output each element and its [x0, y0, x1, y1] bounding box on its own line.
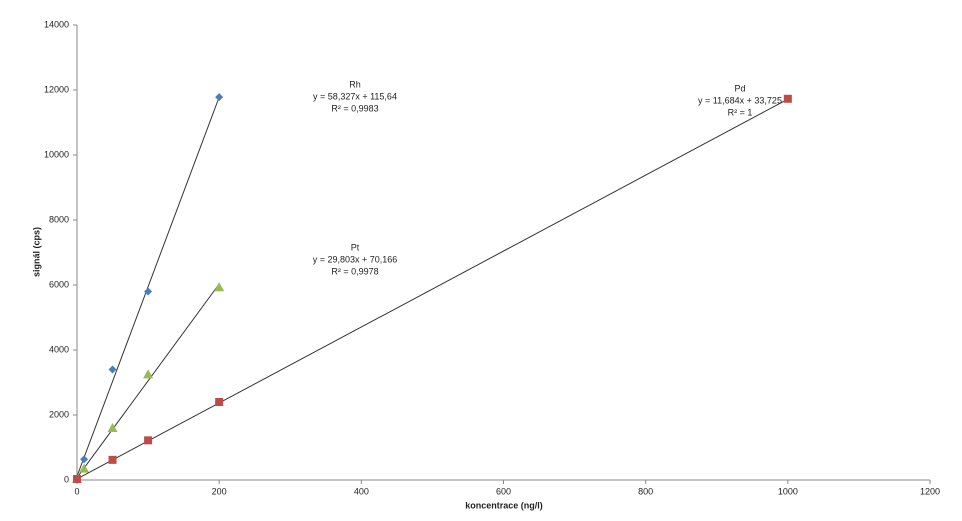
x-tick-label: 400	[354, 486, 369, 496]
x-tick-label: 800	[638, 486, 653, 496]
point	[144, 436, 153, 445]
x-tick-label: 200	[212, 486, 227, 496]
trendline-r2: R² = 0,9983	[331, 103, 378, 113]
trendline-equation: y = 29,803x + 70,166	[313, 254, 398, 264]
series-label: Rh	[349, 79, 361, 89]
series-label: Pt	[351, 242, 360, 252]
y-tick-label: 14000	[44, 19, 69, 29]
y-tick-label: 6000	[49, 279, 69, 289]
y-tick-label: 12000	[44, 84, 69, 94]
x-axis-title: koncentrace (ng/l)	[465, 500, 543, 510]
point	[783, 94, 792, 103]
x-tick-label: 1000	[778, 486, 798, 496]
y-axis-title: signál (cps)	[31, 227, 41, 277]
x-tick-label: 600	[496, 486, 511, 496]
x-tick-label: 0	[74, 486, 79, 496]
trendline-r2: R² = 1	[728, 107, 753, 117]
y-tick-label: 8000	[49, 214, 69, 224]
point	[215, 93, 224, 102]
point	[73, 475, 81, 484]
trendline-equation: y = 11,684x + 33,725	[698, 95, 782, 105]
point	[143, 369, 154, 379]
point	[107, 423, 118, 432]
point	[214, 282, 225, 292]
y-tick-label: 0	[64, 474, 69, 484]
trendline	[76, 98, 789, 480]
series-label: Pd	[734, 83, 745, 93]
trendline	[76, 283, 220, 479]
point	[79, 463, 90, 473]
y-tick-label: 10000	[44, 149, 69, 159]
y-tick-label: 4000	[49, 344, 69, 354]
x-tick-label: 1200	[920, 486, 940, 496]
point	[215, 398, 224, 406]
trendline-r2: R² = 0,9978	[331, 266, 378, 276]
trendline	[76, 96, 220, 477]
point	[108, 455, 117, 464]
trendline-equation: y = 58,327x + 115,64	[313, 91, 397, 101]
y-tick-label: 2000	[49, 409, 69, 419]
point	[108, 365, 117, 374]
point	[144, 287, 153, 296]
point	[80, 455, 89, 464]
